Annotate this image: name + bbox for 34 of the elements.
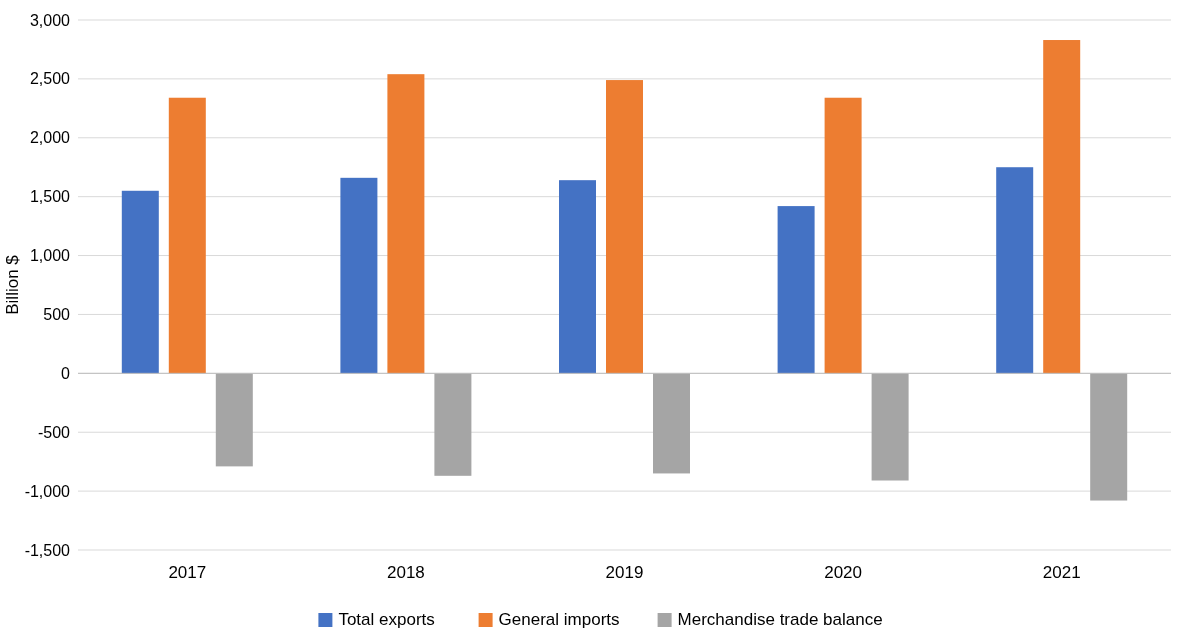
y-tick-label: 3,000: [29, 11, 71, 29]
y-tick-label: 2,500: [29, 70, 71, 88]
y-axis-title: Billion $: [3, 254, 22, 315]
bar: [340, 177, 378, 374]
bar: [559, 180, 596, 374]
y-tick-label: 1,000: [29, 247, 71, 265]
bar: [387, 74, 425, 374]
y-tick-label: 500: [43, 306, 71, 324]
bar: [777, 206, 815, 374]
bar: [434, 373, 472, 476]
bar: [871, 373, 909, 481]
y-tick-label: 2,000: [29, 129, 71, 147]
y-tick-label: -1,500: [24, 541, 71, 559]
bar: [653, 373, 690, 474]
x-tick-label: 2021: [1042, 563, 1081, 582]
bar: [215, 373, 253, 467]
bar: [1043, 40, 1081, 374]
bar: [121, 190, 159, 374]
y-tick-label: -1,000: [24, 482, 71, 500]
bar: [996, 167, 1034, 374]
legend-label: General imports: [498, 610, 620, 629]
x-tick-label: 2019: [605, 563, 644, 582]
x-tick-label: 2020: [824, 563, 863, 582]
bar: [1090, 373, 1128, 501]
bar: [606, 80, 643, 374]
y-tick-label: 1,500: [29, 188, 71, 206]
bar: [824, 97, 862, 374]
y-tick-label: 0: [61, 364, 71, 382]
y-tick-label: -500: [37, 423, 71, 441]
bar: [168, 97, 206, 374]
legend-label: Merchandise trade balance: [677, 610, 883, 629]
x-tick-label: 2018: [386, 563, 425, 582]
legend-label: Total exports: [338, 610, 435, 629]
x-tick-label: 2017: [168, 563, 207, 582]
